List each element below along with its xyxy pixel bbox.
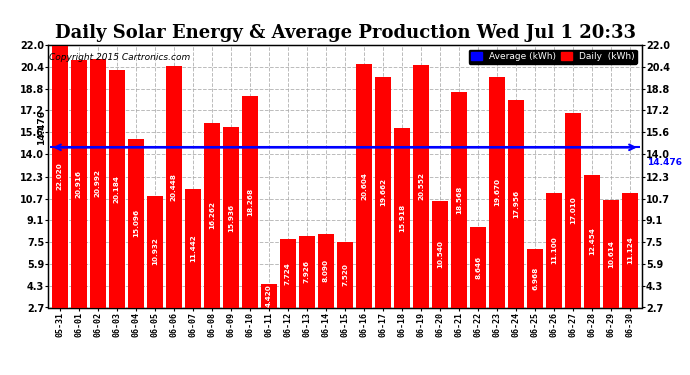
Text: 20.552: 20.552 <box>418 172 424 200</box>
Text: 8.090: 8.090 <box>323 260 329 282</box>
Bar <box>90 59 106 308</box>
Text: 19.662: 19.662 <box>380 178 386 206</box>
Bar <box>71 60 86 308</box>
Text: 15.096: 15.096 <box>132 209 139 237</box>
Bar <box>223 128 239 308</box>
Bar <box>471 226 486 308</box>
Bar <box>356 64 372 308</box>
Text: Copyright 2015 Cartronics.com: Copyright 2015 Cartronics.com <box>50 53 190 62</box>
Text: 7.926: 7.926 <box>304 261 310 284</box>
Text: 17.956: 17.956 <box>513 190 519 218</box>
Bar <box>375 77 391 308</box>
Bar <box>299 236 315 308</box>
Text: 4.420: 4.420 <box>266 284 272 307</box>
Bar <box>546 193 562 308</box>
Text: 12.454: 12.454 <box>589 227 595 255</box>
Text: 10.614: 10.614 <box>609 240 614 268</box>
Legend: Average (kWh), Daily  (kWh): Average (kWh), Daily (kWh) <box>469 50 637 64</box>
Bar <box>318 234 334 308</box>
Text: 11.124: 11.124 <box>627 236 633 264</box>
Text: 15.936: 15.936 <box>228 203 234 231</box>
Bar <box>413 65 429 308</box>
Bar <box>128 139 144 308</box>
Title: Daily Solar Energy & Average Production Wed Jul 1 20:33: Daily Solar Energy & Average Production … <box>55 24 635 42</box>
Text: 10.932: 10.932 <box>152 238 158 266</box>
Bar <box>280 239 296 308</box>
Bar <box>147 195 163 308</box>
Text: 10.540: 10.540 <box>437 240 443 268</box>
Text: 15.918: 15.918 <box>399 204 405 232</box>
Bar <box>242 96 257 308</box>
Bar <box>394 128 410 308</box>
Bar <box>604 200 619 308</box>
Text: 18.568: 18.568 <box>456 186 462 214</box>
Text: 20.448: 20.448 <box>171 173 177 201</box>
Text: 6.968: 6.968 <box>532 267 538 290</box>
Text: 14.476: 14.476 <box>647 158 682 167</box>
Bar <box>622 193 638 308</box>
Bar <box>166 66 181 308</box>
Bar <box>261 284 277 308</box>
Bar <box>337 242 353 308</box>
Bar <box>527 249 543 308</box>
Text: 22.020: 22.020 <box>57 162 63 190</box>
Text: 7.724: 7.724 <box>285 262 291 285</box>
Text: 11.100: 11.100 <box>551 237 558 264</box>
Bar <box>185 189 201 308</box>
Bar <box>451 92 467 308</box>
Bar <box>489 77 505 308</box>
Text: 17.010: 17.010 <box>570 196 576 224</box>
Bar <box>204 123 219 308</box>
Text: 8.646: 8.646 <box>475 255 481 279</box>
Bar <box>565 113 581 308</box>
Text: 19.670: 19.670 <box>494 178 500 206</box>
Text: 20.184: 20.184 <box>114 175 120 202</box>
Bar <box>584 175 600 308</box>
Bar <box>433 201 448 308</box>
Text: 14.476: 14.476 <box>37 110 46 145</box>
Text: 20.604: 20.604 <box>361 172 367 200</box>
Text: 18.268: 18.268 <box>247 188 253 216</box>
Text: 16.262: 16.262 <box>209 201 215 229</box>
Text: 7.520: 7.520 <box>342 263 348 286</box>
Bar <box>52 45 68 308</box>
Bar <box>109 70 125 308</box>
Bar <box>509 100 524 308</box>
Text: 20.992: 20.992 <box>95 169 101 197</box>
Text: 20.916: 20.916 <box>76 170 81 198</box>
Text: 11.442: 11.442 <box>190 234 196 262</box>
